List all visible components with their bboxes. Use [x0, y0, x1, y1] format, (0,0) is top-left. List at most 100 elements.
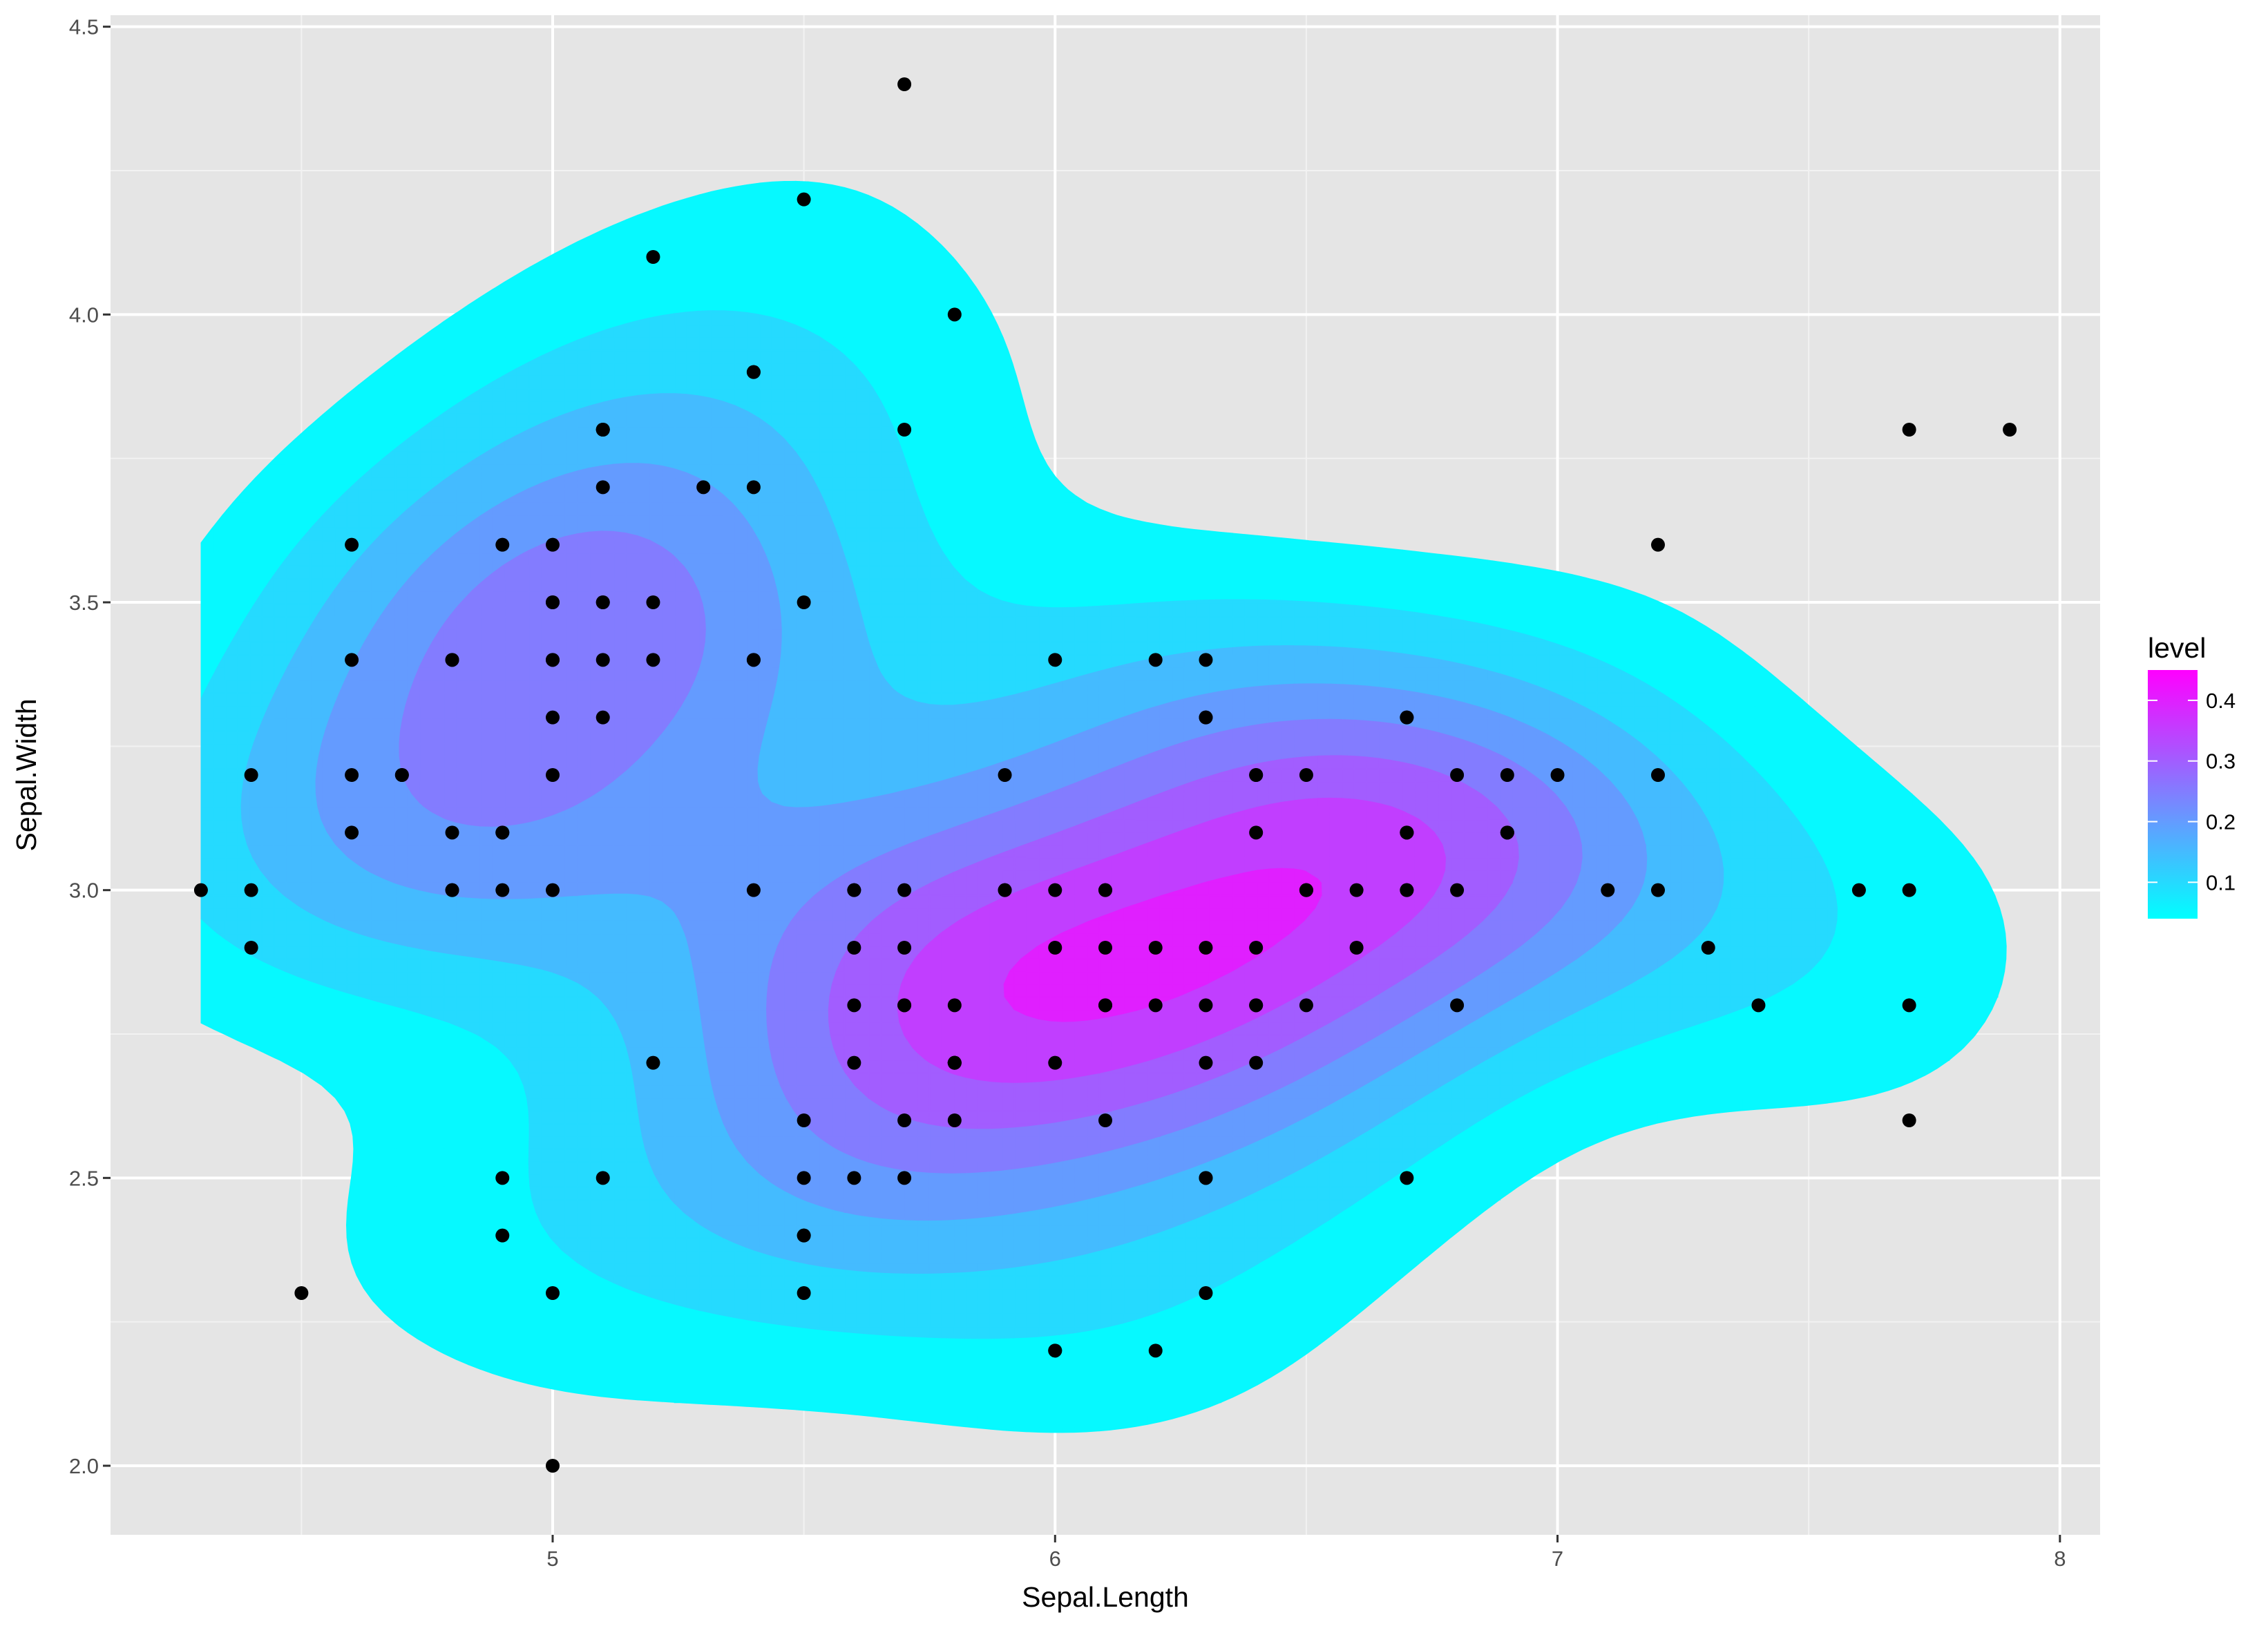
data-point [1249, 825, 1264, 840]
data-point [595, 423, 610, 437]
x-tick-label: 5 [546, 1547, 558, 1571]
data-point [345, 653, 359, 667]
data-point [1400, 883, 1414, 897]
data-point [797, 1113, 811, 1127]
data-point [797, 1171, 811, 1185]
data-point [1148, 941, 1163, 955]
data-point [897, 1113, 912, 1127]
data-point [445, 825, 459, 840]
data-point [1098, 1113, 1112, 1127]
data-point [1400, 710, 1414, 725]
data-point [1400, 825, 1414, 840]
data-point [947, 1113, 962, 1127]
data-point [595, 595, 610, 609]
x-axis-title: Sepal.Length [1022, 1581, 1189, 1613]
data-point [1349, 941, 1364, 955]
data-point [1249, 768, 1264, 782]
data-point [847, 1171, 861, 1185]
data-point [495, 1171, 510, 1185]
data-point [696, 480, 711, 495]
legend: level 0.1 0.2 0.3 0.4 [2148, 632, 2236, 919]
data-point [546, 653, 560, 667]
data-point [1601, 883, 1615, 897]
data-point [595, 710, 610, 725]
data-point [546, 883, 560, 897]
data-point [1299, 768, 1313, 782]
data-point [294, 1286, 309, 1300]
data-point [495, 537, 510, 552]
y-axis-title: Sepal.Width [10, 698, 42, 851]
data-point [897, 883, 912, 897]
data-point [646, 250, 660, 264]
data-point [847, 998, 861, 1013]
y-tick-label: 4.5 [69, 15, 99, 39]
data-point [646, 653, 660, 667]
data-point [746, 653, 761, 667]
legend-tick-label: 0.2 [2206, 810, 2236, 834]
legend-title: level [2148, 632, 2206, 664]
data-point [1249, 1055, 1264, 1070]
data-point [546, 710, 560, 725]
data-point [746, 883, 761, 897]
density-contours [200, 180, 2007, 1433]
data-point [495, 1228, 510, 1243]
data-point [1249, 998, 1264, 1013]
data-point [897, 1171, 912, 1185]
data-point [1098, 941, 1112, 955]
data-point [947, 1055, 962, 1070]
data-point [1500, 825, 1514, 840]
data-point [1048, 941, 1062, 955]
data-point [897, 941, 912, 955]
data-point [1048, 1055, 1062, 1070]
data-point [998, 768, 1012, 782]
data-point [546, 1286, 560, 1300]
data-point [1299, 998, 1313, 1013]
data-point [244, 941, 258, 955]
data-point [797, 1228, 811, 1243]
legend-tick-label: 0.4 [2206, 689, 2236, 713]
data-point [1450, 998, 1465, 1013]
data-point [1902, 883, 1916, 897]
data-point [1651, 883, 1665, 897]
data-point [1048, 883, 1062, 897]
y-tick-label: 3.0 [69, 879, 99, 903]
data-point [595, 653, 610, 667]
data-point [394, 768, 409, 782]
data-point [1450, 768, 1465, 782]
data-point [244, 883, 258, 897]
legend-colorbar [2148, 670, 2198, 919]
data-point [193, 883, 208, 897]
x-axis-ticks: 5 6 7 8 [546, 1535, 2066, 1571]
data-point [1199, 1171, 1213, 1185]
data-point [847, 1055, 861, 1070]
data-point [1199, 653, 1213, 667]
y-tick-label: 2.5 [69, 1166, 99, 1190]
data-point [1902, 998, 1916, 1013]
data-point [495, 825, 510, 840]
data-point [345, 537, 359, 552]
data-point [1199, 941, 1213, 955]
data-point [1249, 941, 1264, 955]
data-point [1751, 998, 1766, 1013]
data-point [897, 998, 912, 1013]
data-point [1048, 1343, 1062, 1358]
data-point [1199, 998, 1213, 1013]
data-point [1651, 768, 1665, 782]
data-point [1500, 768, 1514, 782]
y-tick-label: 2.0 [69, 1454, 99, 1478]
data-point [1148, 653, 1163, 667]
x-tick-label: 8 [2054, 1547, 2066, 1571]
x-tick-label: 7 [1552, 1547, 1563, 1571]
data-point [1048, 653, 1062, 667]
data-point [897, 77, 912, 91]
y-tick-label: 4.0 [69, 303, 99, 327]
data-point [1902, 1113, 1916, 1127]
data-point [897, 423, 912, 437]
data-point [746, 365, 761, 379]
legend-tick-label: 0.3 [2206, 749, 2236, 774]
data-point [1199, 1055, 1213, 1070]
data-point [1098, 998, 1112, 1013]
data-point [1651, 537, 1665, 552]
data-point [1199, 710, 1213, 725]
